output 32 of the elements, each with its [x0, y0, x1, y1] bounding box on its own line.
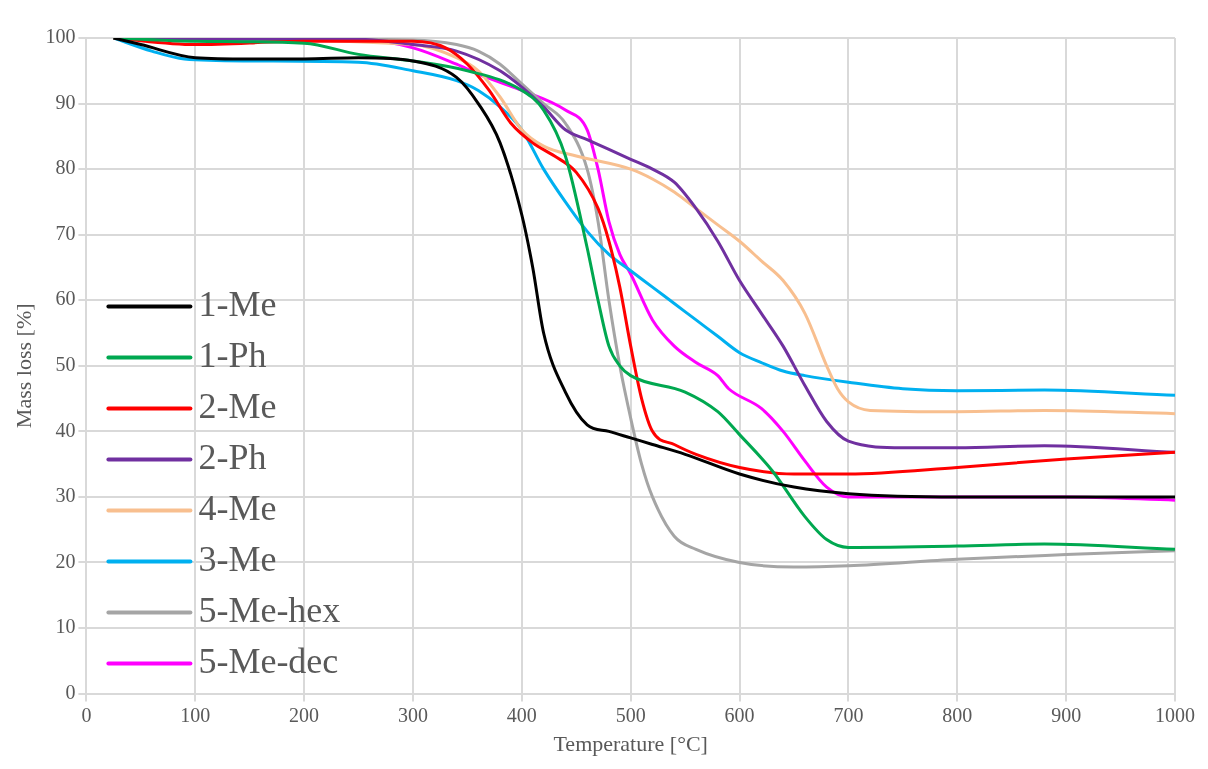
y-tick-label: 10	[55, 615, 76, 638]
legend-label: 5-Me-hex	[198, 590, 341, 631]
x-tick-label: 500	[615, 703, 646, 726]
y-tick-label: 70	[55, 221, 76, 244]
x-tick-label: 400	[506, 703, 537, 726]
legend-label: 2-Me	[198, 386, 277, 427]
legend-label: 1-Ph	[198, 335, 267, 376]
y-tick-label: 50	[55, 353, 76, 376]
legend-label: 2-Ph	[198, 437, 267, 478]
x-tick-label: 700	[833, 703, 864, 726]
x-tick-label: 300	[397, 703, 428, 726]
legend-label: 3-Me	[198, 539, 277, 580]
x-tick-label: 200	[289, 703, 320, 726]
y-tick-label: 90	[55, 90, 76, 113]
x-axis-title: Temperature [°C]	[553, 730, 708, 756]
x-tick-label: 800	[942, 703, 973, 726]
y-tick-label: 80	[55, 156, 76, 179]
y-tick-label: 100	[45, 25, 76, 48]
y-tick-label: 60	[55, 287, 76, 310]
legend-label: 1-Me	[198, 284, 277, 325]
y-tick-label: 0	[65, 680, 76, 703]
legend-label: 4-Me	[198, 488, 277, 529]
y-axis-title: Mass loss [%]	[10, 303, 36, 429]
x-tick-label: 600	[724, 703, 755, 726]
x-tick-label: 0	[81, 703, 92, 726]
y-tick-label: 30	[55, 484, 76, 507]
legend-label: 5-Me-dec	[198, 641, 339, 682]
x-tick-label: 100	[180, 703, 211, 726]
y-tick-label: 20	[55, 549, 76, 572]
x-tick-label: 900	[1051, 703, 1082, 726]
y-tick-label: 40	[55, 418, 76, 441]
x-tick-label: 1000	[1155, 703, 1195, 726]
